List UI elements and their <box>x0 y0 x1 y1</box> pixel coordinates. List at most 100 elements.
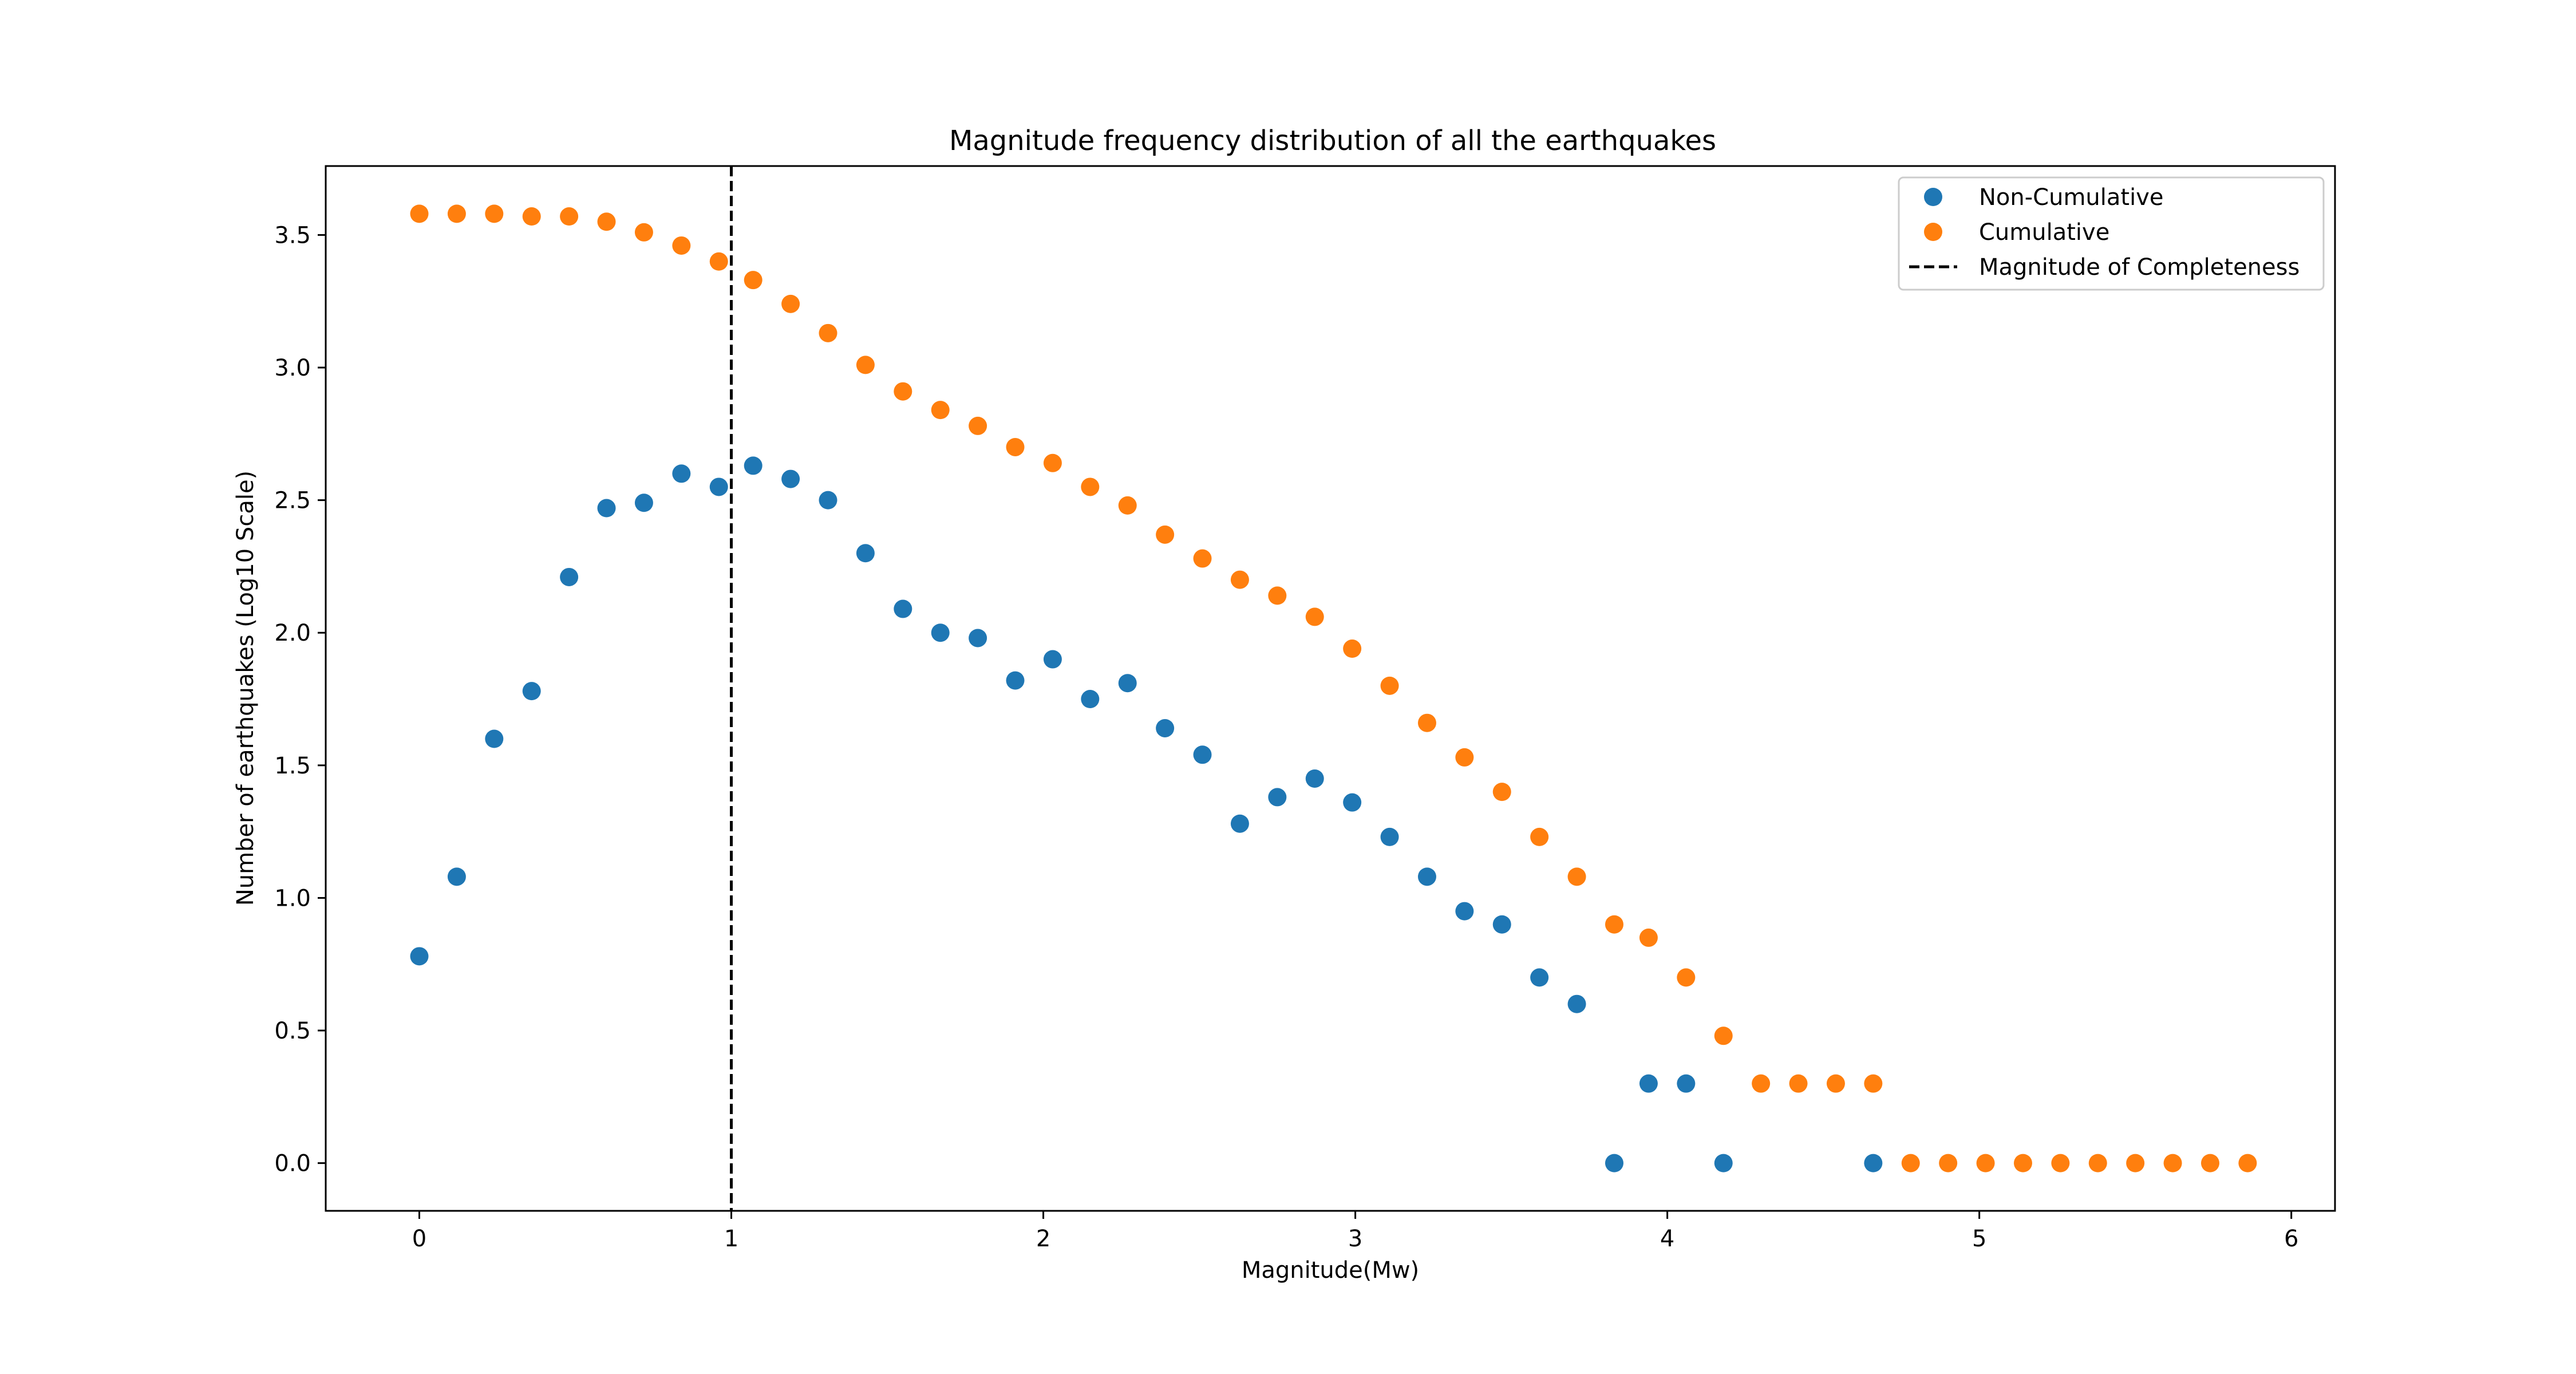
cumulative-point <box>1268 586 1287 605</box>
non-cumulative-point <box>1268 788 1287 807</box>
non-cumulative-point <box>1677 1074 1696 1093</box>
y-tick-label: 3.5 <box>274 222 311 248</box>
non-cumulative-point <box>1864 1154 1883 1172</box>
cumulative-point <box>1455 748 1474 767</box>
y-tick-label: 0.0 <box>274 1151 311 1177</box>
cumulative-point <box>781 294 800 313</box>
non-cumulative-point <box>1417 867 1436 886</box>
non-cumulative-point <box>931 623 950 642</box>
cumulative-point <box>597 212 616 231</box>
non-cumulative-point <box>1605 1154 1623 1172</box>
non-cumulative-point <box>1230 814 1249 833</box>
legend-item-non-cumulative: Non-Cumulative <box>1924 184 2163 211</box>
non-cumulative-point <box>560 567 579 586</box>
series-cumulative <box>410 204 2257 1172</box>
cumulative-point <box>522 207 541 226</box>
cumulative-point <box>894 382 912 401</box>
plot-marks <box>410 166 2257 1211</box>
cumulative-point <box>1530 827 1549 846</box>
cumulative-point <box>2200 1154 2219 1172</box>
non-cumulative-point <box>485 729 504 748</box>
x-tick-label: 4 <box>1660 1226 1674 1252</box>
non-cumulative-point <box>1343 793 1362 812</box>
cumulative-point <box>2238 1154 2257 1172</box>
non-cumulative-point <box>1639 1074 1658 1093</box>
cumulative-point <box>1567 867 1586 886</box>
y-tick-label: 2.5 <box>274 488 311 514</box>
non-cumulative-point <box>1006 671 1025 690</box>
non-cumulative-point <box>1118 674 1137 693</box>
legend-item-magnitude-of-completeness: Magnitude of Completeness <box>1909 254 2300 281</box>
series-non-cumulative <box>410 456 1883 1172</box>
non-cumulative-point <box>1081 690 1100 709</box>
chart-title: Magnitude frequency distribution of all … <box>949 125 1716 157</box>
cumulative-point <box>1976 1154 1995 1172</box>
cumulative-point <box>856 356 875 374</box>
cumulative-point <box>1343 639 1362 658</box>
x-tick-label: 0 <box>412 1226 426 1252</box>
cumulative-point <box>1156 525 1175 544</box>
non-cumulative-point <box>1043 650 1062 669</box>
x-tick-label: 1 <box>724 1226 738 1252</box>
non-cumulative-point <box>1380 827 1399 846</box>
cumulative-point <box>1081 477 1100 496</box>
non-cumulative-point <box>1492 915 1511 934</box>
cumulative-point <box>1006 437 1025 456</box>
cumulative-point <box>2163 1154 2182 1172</box>
cumulative-point <box>819 323 837 342</box>
non-cumulative-point <box>634 493 653 512</box>
cumulative-point <box>1639 928 1658 947</box>
cumulative-point <box>1677 968 1696 987</box>
non-cumulative-point <box>597 499 616 518</box>
cumulative-point <box>1714 1026 1733 1045</box>
non-cumulative-point <box>672 464 691 483</box>
y-tick-label: 2.0 <box>274 620 311 646</box>
non-cumulative-point <box>1455 902 1474 921</box>
cumulative-point <box>1939 1154 1958 1172</box>
legend: Non-Cumulative Cumulative Magnitude of Com… <box>1898 176 2325 291</box>
cumulative-point <box>1605 915 1623 934</box>
non-cumulative-point <box>1567 994 1586 1013</box>
cumulative-point <box>1492 783 1511 802</box>
cumulative-point <box>410 204 429 223</box>
y-tick-label: 1.5 <box>274 753 311 779</box>
cumulative-point <box>1193 549 1212 568</box>
cumulative-point <box>560 207 579 226</box>
non-cumulative-point <box>1193 745 1212 764</box>
x-axis-label: Magnitude(Mw) <box>1242 1257 1419 1284</box>
x-tick-label: 3 <box>1348 1226 1362 1252</box>
cumulative-point <box>2088 1154 2107 1172</box>
cumulative-point <box>1118 496 1137 515</box>
cumulative-point <box>2126 1154 2145 1172</box>
legend-label-cumulative: Cumulative <box>1979 219 2109 246</box>
cumulative-point <box>1864 1074 1883 1093</box>
cumulative-point <box>1043 453 1062 472</box>
cumulative-point <box>2013 1154 2032 1172</box>
cumulative-point <box>744 271 762 290</box>
cumulative-point <box>1417 713 1436 732</box>
x-tick-label: 6 <box>2284 1226 2298 1252</box>
cumulative-point <box>1230 570 1249 589</box>
y-tick-label: 1.0 <box>274 885 311 911</box>
cumulative-point <box>931 401 950 420</box>
x-axis: 0 1 2 3 4 5 6 <box>412 1211 2298 1252</box>
cumulative-point <box>1380 676 1399 695</box>
non-cumulative-point <box>1156 718 1175 737</box>
cumulative-point <box>969 416 987 435</box>
legend-marker-cumulative <box>1924 223 1942 241</box>
cumulative-point <box>1789 1074 1808 1093</box>
x-tick-label: 2 <box>1036 1226 1050 1252</box>
non-cumulative-point <box>1305 769 1324 788</box>
y-tick-label: 0.5 <box>274 1018 311 1044</box>
cumulative-point <box>709 252 728 271</box>
cumulative-point <box>485 204 504 223</box>
y-axis: 0.0 0.5 1.0 1.5 2.0 2.5 3.0 3.5 <box>274 222 326 1177</box>
legend-label-magnitude-of-completeness: Magnitude of Completeness <box>1979 254 2300 281</box>
non-cumulative-point <box>1714 1154 1733 1172</box>
non-cumulative-point <box>856 544 875 563</box>
legend-item-cumulative: Cumulative <box>1924 219 2109 246</box>
cumulative-point <box>447 204 466 223</box>
non-cumulative-point <box>410 947 429 966</box>
non-cumulative-point <box>744 456 762 475</box>
legend-marker-non-cumulative <box>1924 188 1942 206</box>
